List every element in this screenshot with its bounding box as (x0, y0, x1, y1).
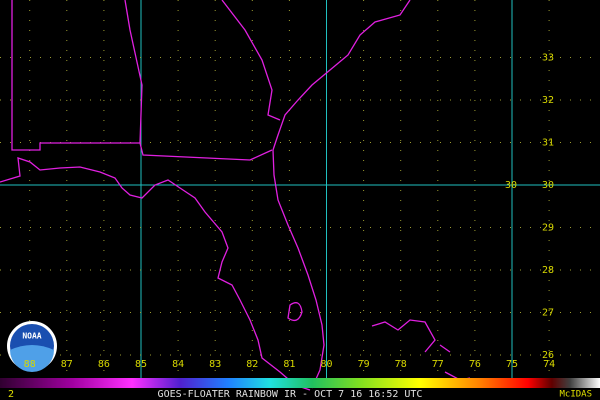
longitude-label: 84 (172, 359, 184, 370)
software-label: McIDAS (559, 390, 592, 400)
latitude-label: 29 (542, 223, 554, 234)
latitude-label: 28 (542, 265, 554, 276)
gulf-coast (0, 157, 311, 391)
longitude-label: 79 (358, 359, 370, 370)
latitude-label: 27 (542, 308, 554, 319)
color-bar (0, 378, 600, 388)
longitude-label: 82 (246, 359, 258, 370)
noaa-logo: NOAA (7, 321, 57, 372)
longitude-label: 78 (395, 359, 407, 370)
state-border (221, 0, 281, 121)
longitude-label: 77 (432, 359, 444, 370)
caption: GOES-FLOATER RAINBOW IR - OCT 7 16 16:52… (158, 389, 423, 400)
state-border (124, 0, 143, 144)
coastlines (0, 0, 471, 391)
longitude-label: 88 (24, 359, 36, 370)
latitude-label: 33 (542, 53, 554, 64)
longitude-label: 83 (209, 359, 221, 370)
latitude-label: 30 (542, 180, 554, 191)
latitude-label: 31 (542, 138, 554, 149)
latitude-label: 32 (542, 95, 554, 106)
longitude-label: 87 (61, 359, 73, 370)
latitude-label: 26 (542, 350, 554, 361)
longitude-label: 76 (469, 359, 481, 370)
longitude-label: 80 (320, 359, 332, 370)
atlantic-coast (272, 0, 411, 389)
frame-number: 2 (8, 389, 14, 400)
longitude-label: 75 (506, 359, 518, 370)
logo-text: NOAA (22, 332, 41, 341)
lake (287, 302, 303, 322)
marker-label: 30 (505, 180, 517, 191)
state-border (11, 0, 273, 161)
longitude-label: 86 (98, 359, 110, 370)
longitude-label: 85 (135, 359, 147, 370)
longitude-label: 74 (543, 359, 555, 370)
longitude-label: 81 (283, 359, 295, 370)
